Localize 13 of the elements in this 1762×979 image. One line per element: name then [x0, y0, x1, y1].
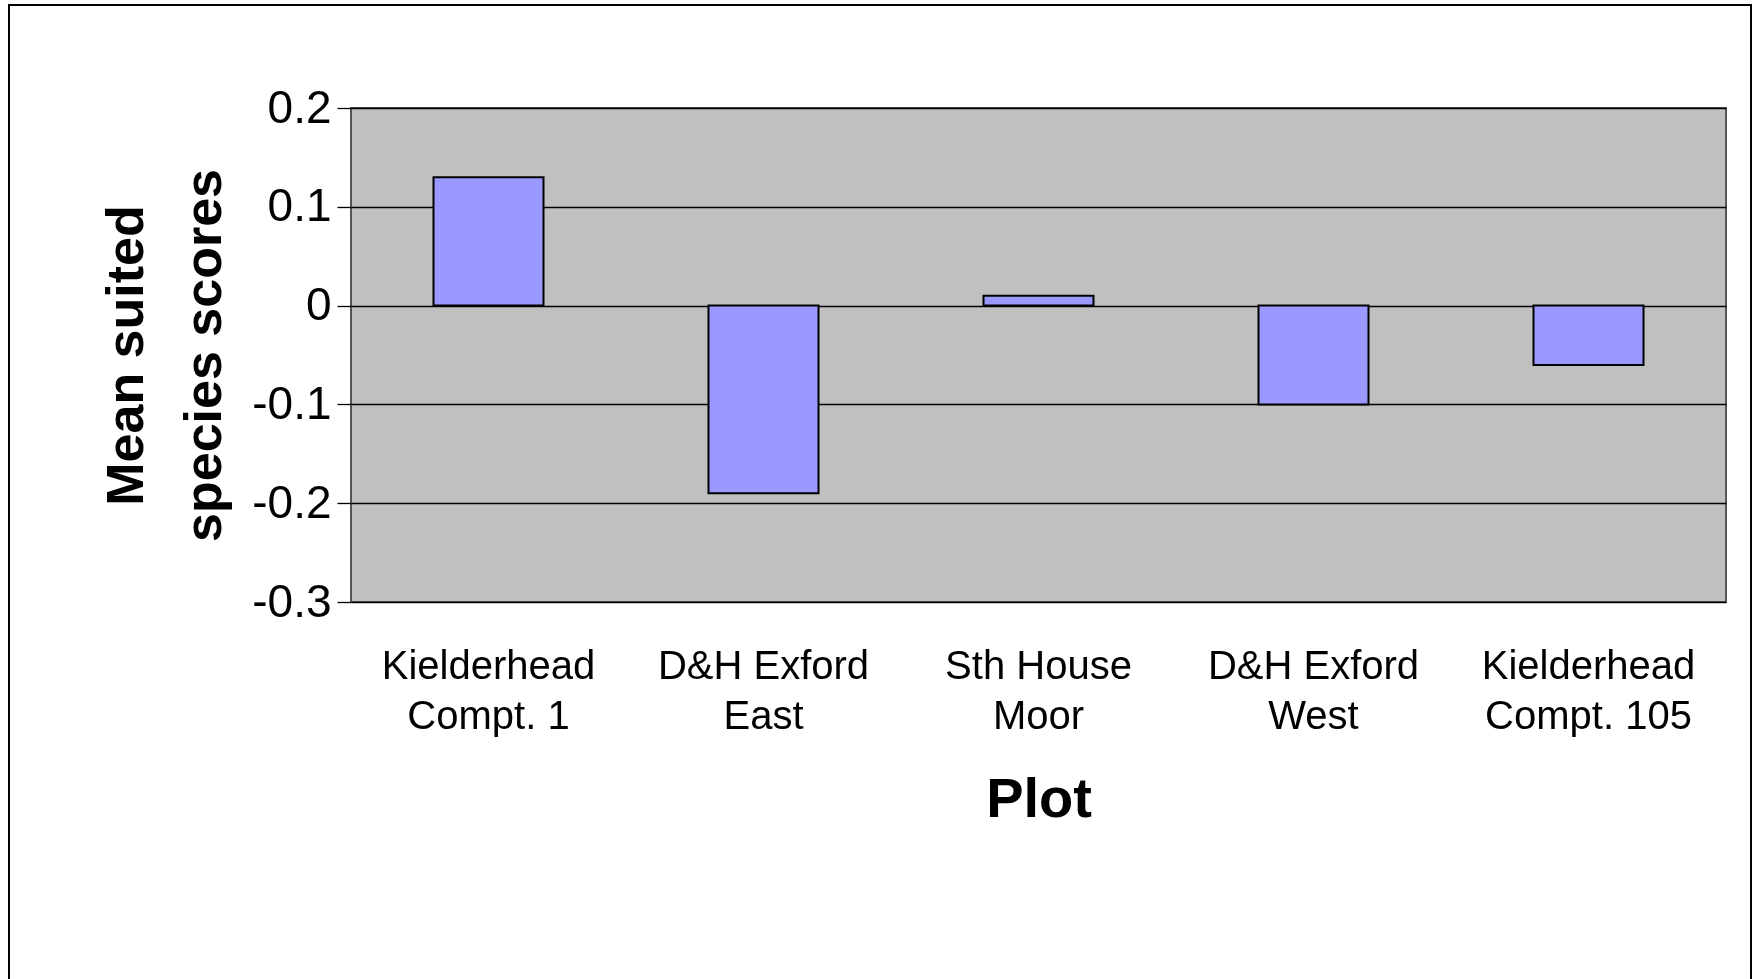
y-tick-label: -0.1	[252, 376, 332, 429]
y-tick-label: 0.2	[267, 80, 332, 133]
x-tick-label: Kielderhead Compt. 1	[381, 642, 596, 737]
y-tick-label: 0	[305, 278, 332, 331]
y-tick-label: -0.2	[252, 475, 332, 528]
y-axis-title: Mean suited species scores	[96, 169, 233, 542]
x-axis-title: Plot	[986, 765, 1092, 829]
x-tick-label: Sth House Moor	[945, 642, 1132, 737]
x-tick-label: D&H Exford East	[657, 642, 870, 737]
y-tick-label: -0.3	[252, 574, 332, 627]
x-tick-label: D&H Exford West	[1207, 642, 1420, 737]
y-tick-label: 0.1	[267, 179, 332, 232]
x-tick-label: Kielderhead Compt. 105	[1481, 642, 1696, 737]
